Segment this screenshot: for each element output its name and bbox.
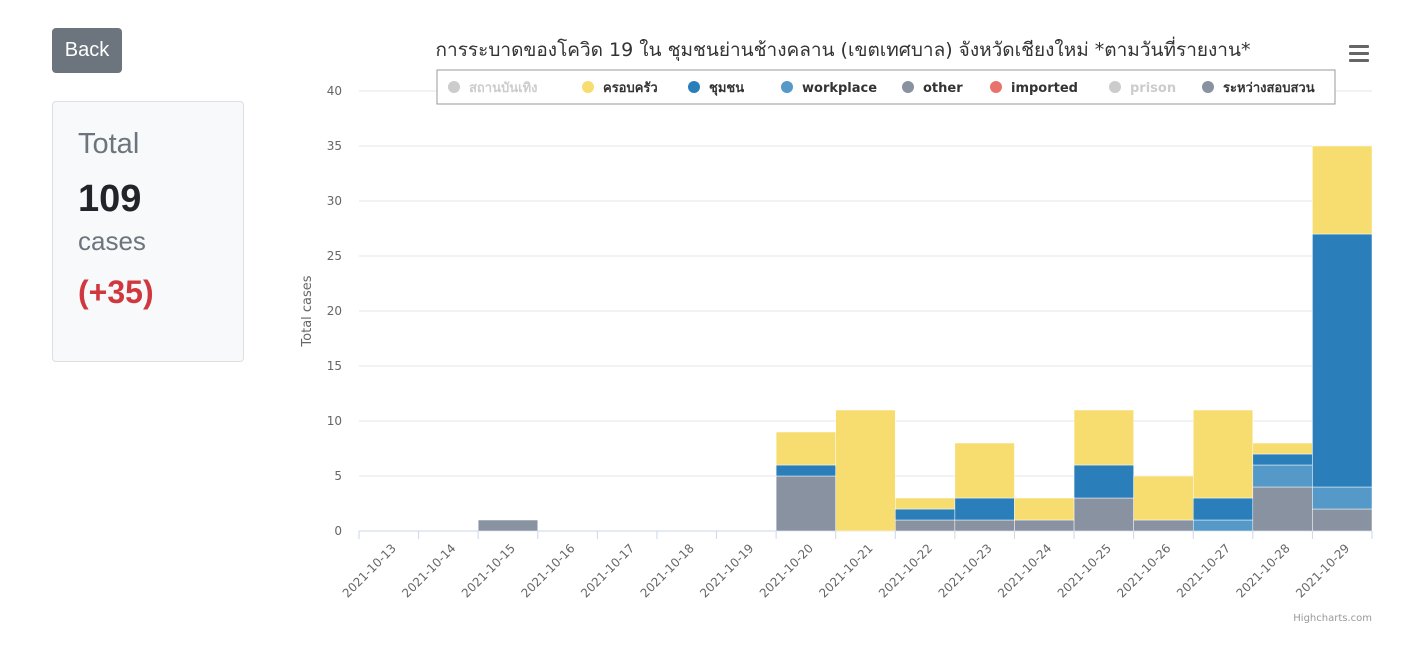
stacked-bar-chart: การระบาดของโควิด 19 ใน ชุมชนย่านช้างคลาน… — [300, 36, 1373, 624]
y-tick-label: 5 — [334, 469, 342, 483]
bar-segment[interactable] — [954, 442, 1015, 499]
y-axis-title: Total cases — [300, 275, 315, 347]
bar-segment[interactable] — [895, 497, 956, 510]
hamburger-menu-icon[interactable] — [1349, 45, 1369, 62]
legend-item-label[interactable]: ระหว่างสอบสวน — [1223, 81, 1315, 96]
bar-segment[interactable] — [775, 475, 836, 532]
legend-item-label[interactable]: other — [923, 81, 963, 96]
y-tick-label: 25 — [327, 249, 342, 263]
legend-marker[interactable] — [781, 81, 793, 93]
y-tick-label: 30 — [327, 194, 342, 208]
x-tick-label: 2021-10-14 — [399, 541, 458, 600]
x-tick-label: 2021-10-24 — [995, 541, 1054, 600]
legend-item-label[interactable]: prison — [1130, 81, 1176, 96]
back-button[interactable]: Back — [52, 28, 122, 73]
x-tick-label: 2021-10-18 — [638, 541, 697, 600]
x-tick-label: 2021-10-17 — [578, 541, 637, 600]
bar-segment[interactable] — [1133, 519, 1194, 532]
bar-segment[interactable] — [1192, 519, 1254, 532]
bar-segment[interactable] — [1312, 486, 1373, 510]
x-tick-label: 2021-10-21 — [816, 541, 875, 600]
bar-segment[interactable] — [1073, 464, 1134, 499]
legend-item-label[interactable]: workplace — [802, 81, 877, 96]
y-tick-label: 20 — [327, 304, 342, 318]
legend-marker[interactable] — [448, 81, 460, 93]
x-tick-label: 2021-10-29 — [1293, 541, 1352, 600]
bar-segment[interactable] — [1312, 233, 1373, 488]
bar-segment[interactable] — [1014, 497, 1075, 521]
bar-segment[interactable] — [775, 431, 836, 466]
x-tick-label: 2021-10-15 — [459, 541, 518, 600]
legend-marker[interactable] — [582, 81, 594, 93]
legend-item-label[interactable]: imported — [1011, 81, 1078, 96]
legend-item-label[interactable]: สถานบันเทิง — [469, 81, 538, 96]
bar-segment[interactable] — [895, 508, 956, 521]
x-tick-label: 2021-10-27 — [1174, 541, 1233, 600]
bar-segment[interactable] — [1252, 486, 1313, 532]
bar-segment[interactable] — [1192, 409, 1254, 499]
x-tick-label: 2021-10-13 — [340, 541, 399, 600]
bar-segment[interactable] — [1312, 508, 1373, 532]
bar-segment[interactable] — [1252, 453, 1313, 466]
x-tick-label: 2021-10-25 — [1055, 541, 1114, 600]
legend-item-label[interactable]: ชุมชน — [709, 81, 744, 96]
total-value: 109 — [78, 178, 142, 220]
legend-marker[interactable] — [990, 81, 1002, 93]
y-tick-label: 10 — [327, 414, 342, 428]
bar-segment[interactable] — [1133, 475, 1194, 521]
highcharts-credit[interactable]: Highcharts.com — [1293, 613, 1372, 624]
bar-segment[interactable] — [1073, 497, 1134, 532]
bar-segment[interactable] — [954, 519, 1015, 532]
y-tick-label: 35 — [327, 139, 342, 153]
x-tick-label: 2021-10-23 — [936, 541, 995, 600]
legend-marker[interactable] — [688, 81, 700, 93]
bar-segment[interactable] — [1192, 497, 1254, 521]
x-tick-label: 2021-10-19 — [697, 541, 756, 600]
x-tick-label: 2021-10-26 — [1114, 541, 1173, 600]
y-tick-label: 0 — [334, 524, 342, 538]
bar-segment[interactable] — [477, 519, 539, 532]
bar-segment[interactable] — [835, 409, 896, 532]
bar-segment[interactable] — [1312, 145, 1373, 235]
bar-segment[interactable] — [1252, 442, 1313, 455]
x-tick-label: 2021-10-16 — [518, 541, 577, 600]
bar-segment[interactable] — [1014, 519, 1075, 532]
y-tick-label: 40 — [327, 84, 342, 98]
legend-item-label[interactable]: ครอบครัว — [603, 81, 658, 96]
total-label: Total — [78, 128, 140, 160]
bar-segment[interactable] — [1252, 464, 1313, 488]
legend-marker[interactable] — [1202, 81, 1214, 93]
bar-segment[interactable] — [775, 464, 836, 477]
total-cases-card: Total 109 cases (+35) — [52, 101, 244, 362]
x-tick-label: 2021-10-28 — [1234, 541, 1293, 600]
total-delta: (+35) — [78, 274, 154, 310]
x-tick-label: 2021-10-20 — [757, 541, 816, 600]
bar-segment[interactable] — [895, 519, 956, 532]
x-tick-label: 2021-10-22 — [876, 541, 935, 600]
y-tick-label: 15 — [327, 359, 342, 373]
legend-marker[interactable] — [902, 81, 914, 93]
bar-segment[interactable] — [954, 497, 1015, 521]
chart-title: การระบาดของโควิด 19 ใน ชุมชนย่านช้างคลาน… — [436, 36, 1251, 62]
bar-segment[interactable] — [1073, 409, 1134, 466]
legend-marker[interactable] — [1109, 81, 1121, 93]
legend-box — [436, 69, 1336, 105]
total-unit: cases — [78, 226, 146, 256]
